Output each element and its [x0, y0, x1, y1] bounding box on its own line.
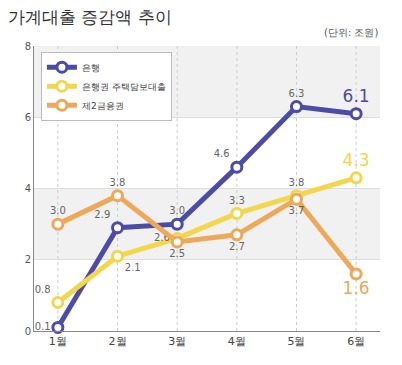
svg-text:2.1: 2.1: [125, 262, 141, 273]
svg-text:(단위: 조원): (단위: 조원): [324, 27, 378, 38]
svg-text:4.6: 4.6: [214, 148, 230, 159]
svg-text:3월: 3월: [168, 335, 186, 348]
svg-text:4월: 4월: [228, 335, 246, 348]
svg-text:2월: 2월: [109, 335, 127, 348]
svg-text:2: 2: [25, 254, 31, 265]
svg-text:0.1: 0.1: [35, 321, 51, 332]
svg-text:6.1: 6.1: [343, 86, 370, 106]
svg-text:3.3: 3.3: [229, 195, 245, 206]
svg-text:6.3: 6.3: [289, 88, 305, 99]
svg-text:제2금융권: 제2금융권: [82, 101, 124, 111]
svg-text:은행: 은행: [82, 63, 100, 73]
svg-text:0.8: 0.8: [35, 284, 51, 295]
svg-text:4: 4: [25, 183, 31, 194]
svg-text:1월: 1월: [49, 335, 67, 348]
svg-text:가계대출 증감액 추이: 가계대출 증감액 추이: [8, 7, 172, 27]
svg-text:6: 6: [25, 112, 31, 123]
svg-text:6월: 6월: [347, 335, 365, 348]
svg-text:2.7: 2.7: [229, 241, 245, 252]
svg-text:0: 0: [25, 326, 31, 337]
svg-text:3.0: 3.0: [50, 205, 66, 216]
svg-text:5월: 5월: [287, 335, 305, 348]
svg-text:4.3: 4.3: [343, 150, 370, 170]
svg-text:2.9: 2.9: [94, 209, 110, 220]
svg-text:3.0: 3.0: [169, 205, 185, 216]
svg-text:은행권 주택담보대출: 은행권 주택담보대출: [82, 82, 166, 92]
svg-text:3.8: 3.8: [289, 177, 305, 188]
svg-text:3.8: 3.8: [110, 177, 126, 188]
svg-text:3.7: 3.7: [289, 205, 305, 216]
svg-text:2.5: 2.5: [169, 248, 185, 259]
svg-text:1.6: 1.6: [343, 278, 370, 298]
svg-text:2.6: 2.6: [154, 232, 170, 243]
svg-text:8: 8: [25, 41, 31, 52]
